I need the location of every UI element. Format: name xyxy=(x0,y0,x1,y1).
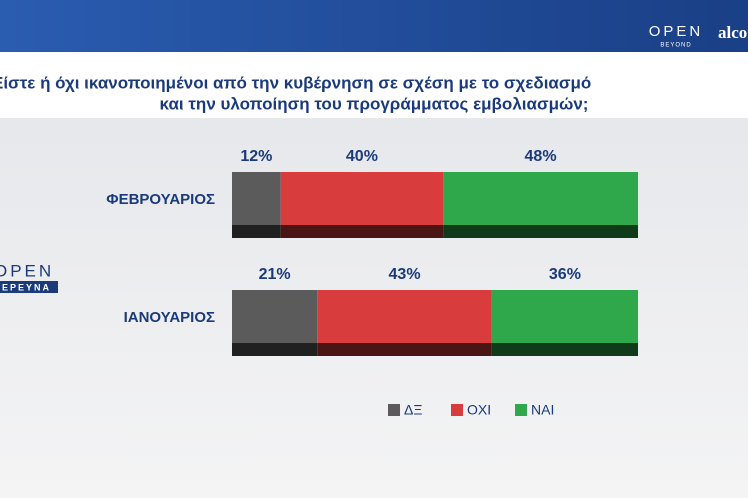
chart-title: Είστε ή όχι ικανοποιημένοι από την κυβέρ… xyxy=(0,73,591,92)
partner-logo: alco xyxy=(718,23,747,42)
legend-swatch xyxy=(388,404,400,416)
bar-segment xyxy=(232,290,318,356)
legend-label: ΝΑΙ xyxy=(531,402,554,418)
legend-swatch xyxy=(515,404,527,416)
category-label: ΙΑΝΟΥΑΡΙΟΣ xyxy=(124,309,215,326)
value-label: 43% xyxy=(389,266,421,283)
legend-swatch xyxy=(451,404,463,416)
value-label: 40% xyxy=(346,148,378,165)
value-label: 48% xyxy=(525,148,557,165)
chart-title: και την υλοποίηση του προγράμματος εμβολ… xyxy=(160,94,589,113)
value-label: 21% xyxy=(259,266,291,283)
side-logo: OPEN xyxy=(0,261,54,280)
side-logo-sub: ΕΡΕΥΝΑ xyxy=(2,282,51,292)
bar-segment xyxy=(280,172,444,238)
bar-segment xyxy=(443,172,638,238)
bar-segment xyxy=(232,172,281,238)
bar-segment xyxy=(491,290,638,356)
logo-sub: BEYOND xyxy=(660,43,691,49)
legend-label: ΟΧΙ xyxy=(467,402,491,418)
value-label: 12% xyxy=(240,148,272,165)
logo: OPEN xyxy=(649,23,704,40)
title-strip xyxy=(0,52,748,118)
legend-label: ΔΞ xyxy=(404,402,422,418)
header-bar xyxy=(0,0,748,52)
side-logo-band xyxy=(0,281,58,293)
bar-segment xyxy=(317,290,492,356)
value-label: 36% xyxy=(549,266,581,283)
category-label: ΦΕΒΡΟΥΑΡΙΟΣ xyxy=(106,191,215,208)
